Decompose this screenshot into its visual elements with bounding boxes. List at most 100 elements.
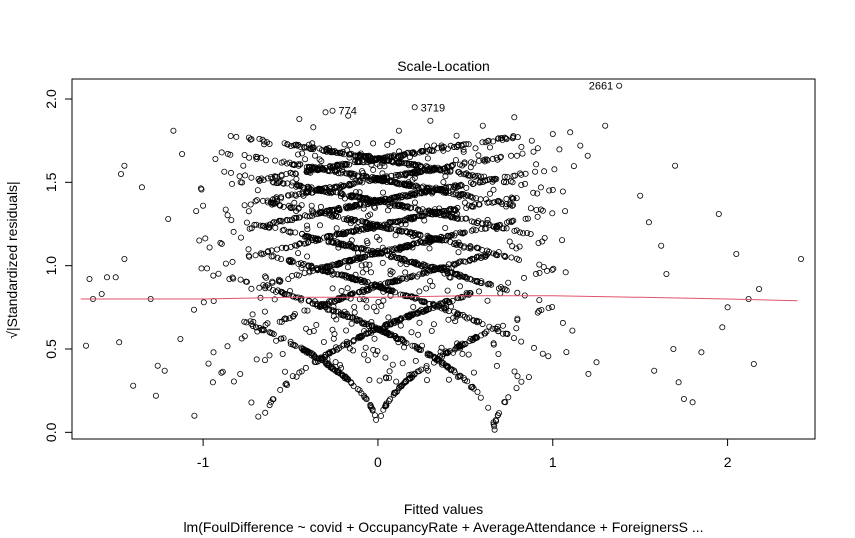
data-point <box>411 229 418 236</box>
data-point <box>249 323 256 330</box>
data-point <box>308 352 315 359</box>
data-point <box>358 217 365 224</box>
data-point <box>409 342 416 349</box>
data-point <box>371 203 378 210</box>
data-point <box>406 371 413 378</box>
data-point <box>330 335 337 342</box>
data-point <box>257 222 264 229</box>
data-point <box>479 321 486 328</box>
x-axis: -1 0 1 2 <box>197 438 732 470</box>
data-point <box>418 342 425 349</box>
data-point <box>439 236 446 243</box>
data-point <box>398 220 405 227</box>
data-point <box>256 135 263 142</box>
data-point <box>362 196 369 203</box>
data-point <box>495 350 502 357</box>
data-point <box>431 142 438 149</box>
data-point <box>326 184 333 191</box>
data-point <box>465 192 472 199</box>
data-point <box>442 224 449 231</box>
data-point <box>402 258 409 265</box>
data-point <box>346 217 353 224</box>
data-point <box>317 209 324 216</box>
data-point <box>514 134 521 141</box>
data-point <box>304 307 311 314</box>
data-point <box>416 238 423 245</box>
data-point <box>361 351 368 358</box>
data-point <box>297 183 304 190</box>
data-point <box>161 367 168 374</box>
data-point <box>405 375 412 382</box>
data-point <box>393 378 400 385</box>
data-point <box>395 127 402 134</box>
data-point <box>360 205 367 212</box>
data-point <box>383 247 390 254</box>
data-point <box>437 348 444 355</box>
data-point <box>562 269 569 276</box>
data-point <box>356 177 363 184</box>
data-point <box>297 161 304 168</box>
data-point <box>430 359 437 366</box>
data-point <box>364 357 371 364</box>
data-point <box>445 316 452 323</box>
data-point <box>206 244 213 251</box>
data-point <box>533 161 540 168</box>
data-point <box>330 303 337 310</box>
data-point <box>388 225 395 232</box>
data-point <box>392 226 399 233</box>
data-point <box>455 239 462 246</box>
data-point <box>389 247 396 254</box>
data-point <box>412 357 419 364</box>
data-point <box>475 201 482 208</box>
data-point <box>336 150 343 157</box>
data-point <box>287 229 294 236</box>
data-point <box>398 315 405 322</box>
data-point <box>363 152 370 159</box>
data-point <box>533 206 540 213</box>
data-point <box>269 279 276 286</box>
data-point <box>486 190 493 197</box>
data-point <box>447 238 454 245</box>
data-point <box>463 184 470 191</box>
data-point <box>345 258 352 265</box>
data-point <box>389 268 396 275</box>
data-point <box>283 315 290 322</box>
data-point <box>377 326 384 333</box>
data-point <box>428 327 435 334</box>
data-point <box>326 212 333 219</box>
data-point <box>386 374 393 381</box>
data-point <box>346 154 353 161</box>
data-point <box>501 286 508 293</box>
data-point <box>327 364 334 371</box>
data-point <box>256 177 263 184</box>
data-point <box>446 189 453 196</box>
data-point <box>364 246 371 253</box>
data-point <box>332 344 339 351</box>
data-point <box>370 346 377 353</box>
data-point <box>228 217 235 224</box>
data-point <box>482 156 489 163</box>
data-point <box>501 173 508 180</box>
data-point <box>341 272 348 279</box>
data-point <box>541 234 548 241</box>
data-point <box>451 232 458 239</box>
data-point <box>344 203 351 210</box>
data-point <box>288 272 295 279</box>
data-point <box>362 153 369 160</box>
data-point <box>295 272 302 279</box>
data-point <box>245 134 252 141</box>
data-point <box>322 184 329 191</box>
data-point <box>474 388 481 395</box>
data-point <box>306 269 313 276</box>
data-point <box>191 412 198 419</box>
data-point <box>278 256 285 263</box>
data-point <box>273 194 280 201</box>
data-point <box>253 197 260 204</box>
data-point <box>343 374 350 381</box>
data-point <box>455 192 462 199</box>
data-point <box>371 412 378 419</box>
data-point <box>410 213 417 220</box>
data-point <box>338 364 345 371</box>
data-point <box>263 222 270 229</box>
data-point <box>453 132 460 139</box>
